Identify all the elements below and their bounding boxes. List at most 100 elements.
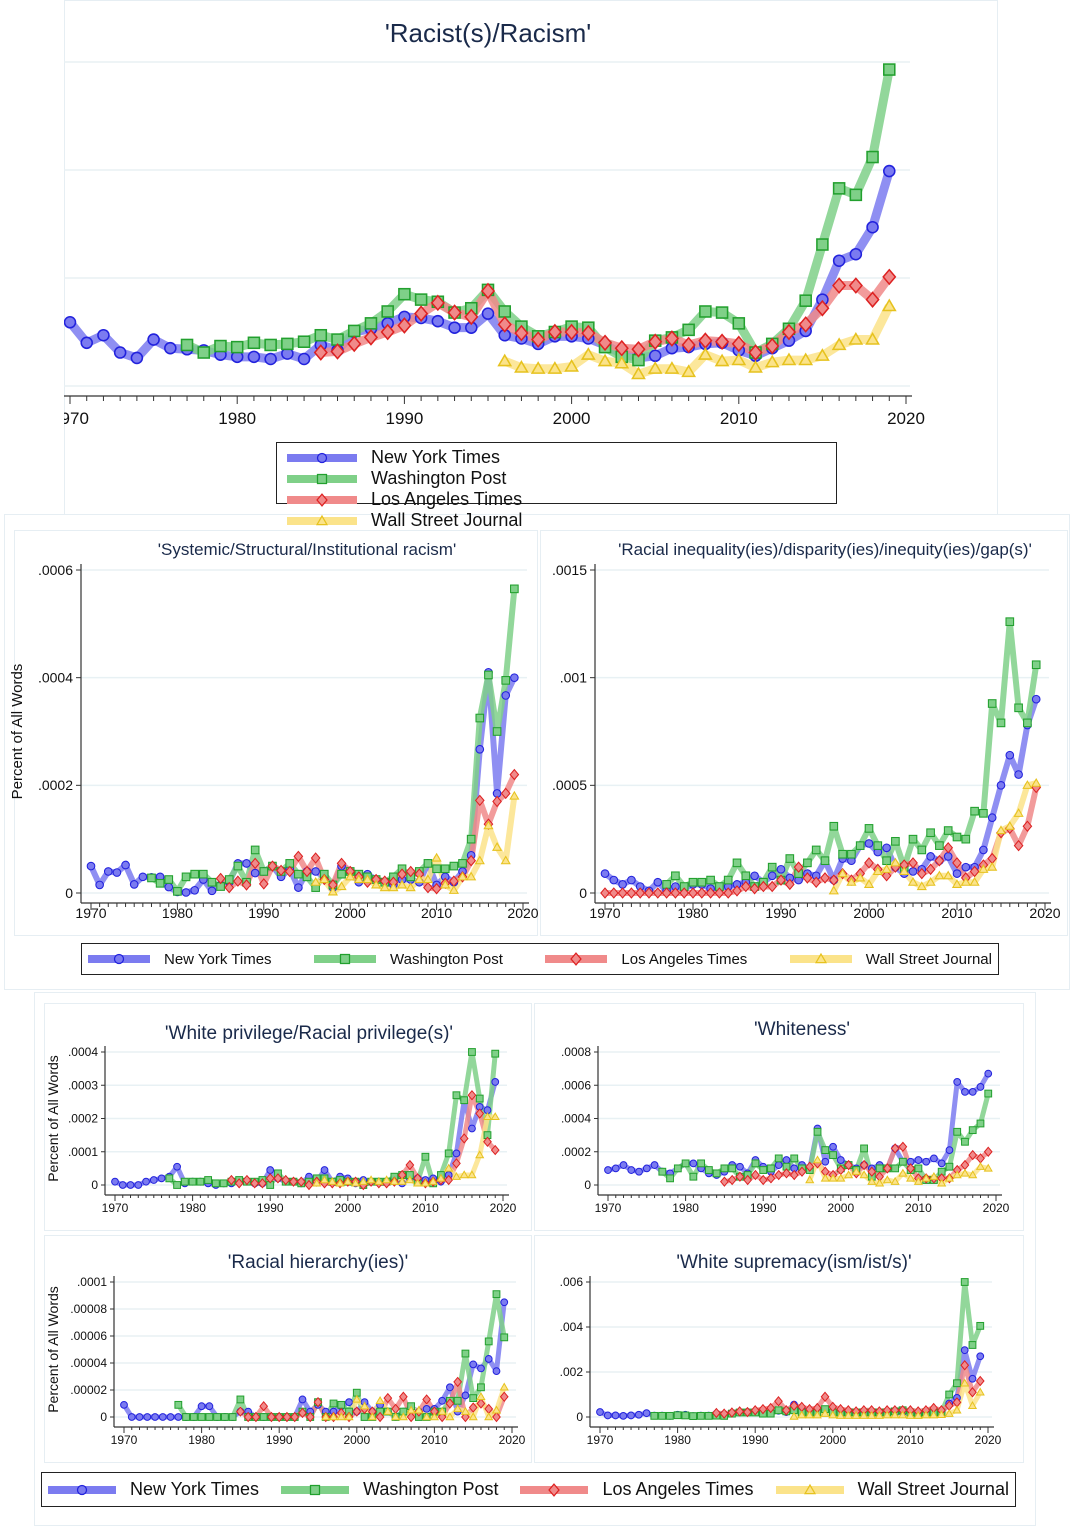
x-tick-label: 1980 xyxy=(218,409,256,428)
data-point-wp xyxy=(477,1383,485,1392)
data-point-wp xyxy=(492,1290,501,1299)
data-point-wp xyxy=(891,1164,900,1173)
data-point-wp xyxy=(196,1177,205,1186)
series-markers-wsj xyxy=(828,777,1042,895)
data-point-wsj xyxy=(459,1170,469,1179)
data-point-lat xyxy=(960,1360,970,1371)
y-tick-label: .0004 xyxy=(561,1112,591,1126)
data-point-wsj xyxy=(890,1410,900,1419)
data-point-wsj xyxy=(319,1175,330,1184)
data-point-wsj xyxy=(359,1401,370,1410)
y-tick-label: .0003 xyxy=(68,1078,98,1092)
data-point-lat xyxy=(310,852,321,864)
x-tick-label: 1980 xyxy=(672,1201,699,1215)
data-point-nyt xyxy=(945,1146,954,1154)
data-point-nyt xyxy=(619,1161,628,1169)
data-point-lat xyxy=(273,1173,283,1184)
data-point-wp xyxy=(181,872,191,882)
data-point-wp xyxy=(460,1096,469,1105)
chart-privilege: 'White privilege/Racial privilege(s)' 0 .0… xyxy=(45,1023,517,1215)
legend-label: New York Times xyxy=(130,1479,260,1499)
data-point-nyt xyxy=(484,1355,493,1363)
data-point-wsj xyxy=(375,1396,385,1405)
data-point-wsj xyxy=(863,879,875,888)
data-point-nyt xyxy=(689,1159,698,1168)
data-point-wp xyxy=(732,858,742,868)
data-point-wp xyxy=(673,1164,682,1173)
data-point-wsj xyxy=(969,876,980,886)
data-point-wp xyxy=(219,1179,228,1188)
data-point-lat xyxy=(719,1408,729,1419)
series-markers-wp xyxy=(650,1278,985,1420)
data-point-wp xyxy=(228,1413,237,1421)
legend-marker-wsj xyxy=(315,514,329,525)
data-point-wsj xyxy=(379,882,390,892)
data-point-lat xyxy=(714,887,725,899)
data-point-lat xyxy=(397,868,407,880)
data-point-lat xyxy=(459,1133,469,1144)
legend-label: Los Angeles Times xyxy=(621,950,748,968)
data-point-wsj xyxy=(983,1163,993,1172)
data-point-lat xyxy=(397,317,412,334)
data-point-wsj xyxy=(929,1410,939,1419)
data-point-wsj xyxy=(975,1161,986,1170)
data-point-wp xyxy=(414,293,428,306)
bottom-bl-subpanel xyxy=(44,1235,532,1463)
data-point-nyt xyxy=(648,349,662,363)
data-point-nyt xyxy=(446,1383,454,1392)
data-point-wp xyxy=(214,339,227,353)
data-point-wsj xyxy=(327,1176,337,1185)
data-point-wp xyxy=(961,1137,969,1146)
data-point-nyt xyxy=(829,1142,837,1151)
data-point-wp xyxy=(873,841,883,850)
series-markers-wp xyxy=(147,584,519,896)
series-markers-wsj xyxy=(312,1112,500,1187)
data-point-nyt xyxy=(345,1398,353,1407)
series-markers-lat xyxy=(313,268,897,361)
x-tick-label: 2010 xyxy=(421,905,452,921)
data-point-lat xyxy=(750,1405,760,1416)
x-tick-label: 2020 xyxy=(499,1433,526,1447)
data-point-lat xyxy=(867,1166,877,1177)
data-point-lat xyxy=(789,1400,799,1411)
data-point-nyt xyxy=(118,1181,127,1189)
lat-swatch-graphic xyxy=(545,952,608,966)
data-point-nyt xyxy=(157,1174,166,1183)
data-point-lat xyxy=(881,870,892,882)
series-markers-wsj xyxy=(805,1155,993,1187)
data-point-nyt xyxy=(174,1413,183,1421)
data-point-lat xyxy=(811,876,822,888)
data-point-nyt xyxy=(151,1413,159,1421)
data-point-nyt xyxy=(609,875,619,885)
data-point-wsj xyxy=(500,855,511,865)
data-point-wsj xyxy=(491,841,503,851)
x-tick-label: 2010 xyxy=(897,1433,924,1447)
data-point-lat xyxy=(564,323,579,341)
data-point-nyt xyxy=(953,1078,962,1086)
y-tick-label: 0 xyxy=(65,885,73,901)
data-point-lat xyxy=(290,1411,300,1423)
data-point-lat xyxy=(250,1178,260,1189)
data-point-lat xyxy=(483,1136,492,1147)
x-tick-label: 2020 xyxy=(507,905,538,921)
data-point-lat xyxy=(848,277,863,294)
data-point-wp xyxy=(785,854,795,863)
data-point-wsj xyxy=(381,1175,392,1184)
chart-title: 'Racist(s)/Racism' xyxy=(385,18,591,48)
series-line-wp xyxy=(654,1279,983,1419)
data-point-lat xyxy=(336,857,347,870)
data-point-nyt xyxy=(976,1352,985,1361)
legend-marker-lat xyxy=(548,1482,561,1497)
data-point-wsj xyxy=(499,1382,509,1391)
y-tick-label: .0002 xyxy=(68,1112,98,1126)
data-point-wsj xyxy=(881,864,892,873)
data-point-wsj xyxy=(460,1406,471,1415)
data-point-wsj xyxy=(952,1405,962,1414)
data-point-nyt xyxy=(164,882,174,892)
data-point-nyt xyxy=(481,307,495,320)
data-point-wp xyxy=(259,867,269,876)
data-point-lat xyxy=(797,1166,807,1177)
data-point-wsj xyxy=(482,1112,493,1121)
data-point-wp xyxy=(984,1089,993,1098)
series-line-nyt xyxy=(603,698,1040,894)
